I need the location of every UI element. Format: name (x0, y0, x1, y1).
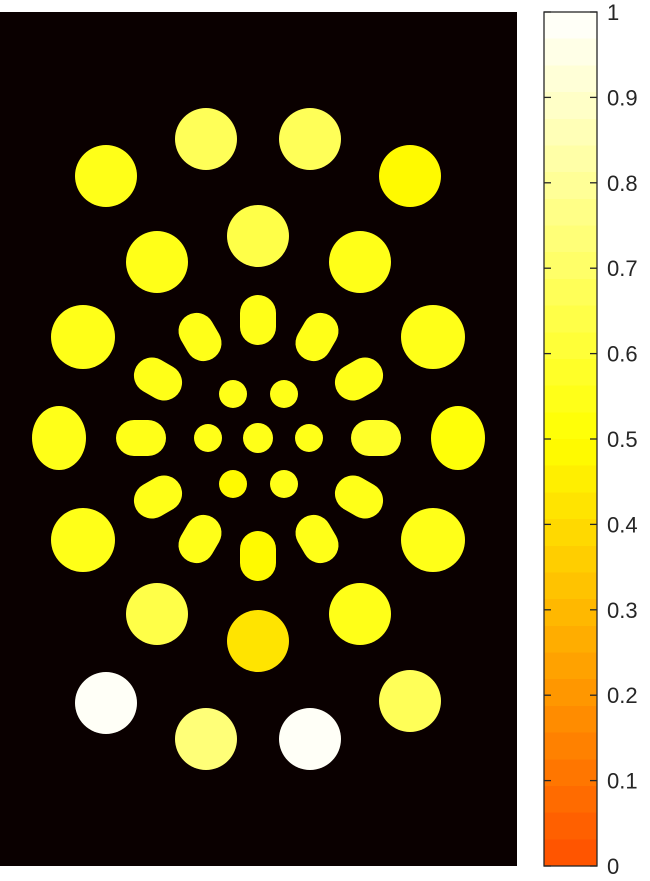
region-mid-ring-2 (116, 420, 166, 456)
region-outer-ring-4 (51, 305, 115, 369)
region-inner-ring-5 (219, 470, 247, 498)
region-outermost-5 (32, 406, 86, 470)
region-mid-ring-4 (240, 531, 276, 581)
region-outermost-6 (431, 406, 485, 470)
region-outermost-2 (279, 108, 341, 170)
region-outer-ring-6 (227, 610, 289, 672)
region-outer-ring-5 (401, 305, 465, 369)
colorbar-tick-label: 0.5 (607, 427, 638, 452)
colorbar-tick-label: 1 (607, 0, 619, 25)
colorbar-tick-label: 0.4 (607, 512, 638, 537)
region-outer-ring-8 (329, 583, 391, 645)
colorbar-tick-label: 0.1 (607, 769, 638, 794)
region-inner-ring-4 (295, 424, 323, 452)
region-center (243, 423, 273, 453)
colorbar-tick-label: 0.6 (607, 342, 638, 367)
region-mid-ring-3 (240, 295, 276, 345)
region-outer-ring-7 (126, 583, 188, 645)
region-outermost-9 (379, 670, 441, 732)
colorbar-tick-label: 0.9 (607, 85, 638, 110)
colorbar-tick-label: 0 (607, 854, 619, 879)
region-outermost-12 (279, 708, 341, 770)
region-outer-ring-2 (126, 231, 188, 293)
region-mid-ring-1 (351, 420, 401, 456)
region-inner-ring-3 (194, 424, 222, 452)
colorbar-tick-label: 0.3 (607, 598, 638, 623)
region-outermost-1 (175, 108, 237, 170)
region-outer-ring-10 (401, 508, 465, 572)
region-outer-ring-3 (329, 231, 391, 293)
colorbar (544, 12, 597, 866)
region-inner-ring-2 (270, 380, 298, 408)
colorbar-tick-label: 0.7 (607, 256, 638, 281)
region-outer-ring-1 (227, 205, 289, 267)
region-outermost-3 (379, 145, 441, 207)
region-inner-ring-1 (219, 380, 247, 408)
region-outer-ring-9 (51, 508, 115, 572)
colorbar-tick-label: 0.2 (607, 683, 638, 708)
region-inner-ring-6 (270, 470, 298, 498)
region-outermost-4 (75, 145, 137, 207)
region-outermost-11 (175, 708, 237, 770)
colorbar-tick-label: 0.8 (607, 171, 638, 196)
region-outermost-10 (75, 672, 137, 734)
